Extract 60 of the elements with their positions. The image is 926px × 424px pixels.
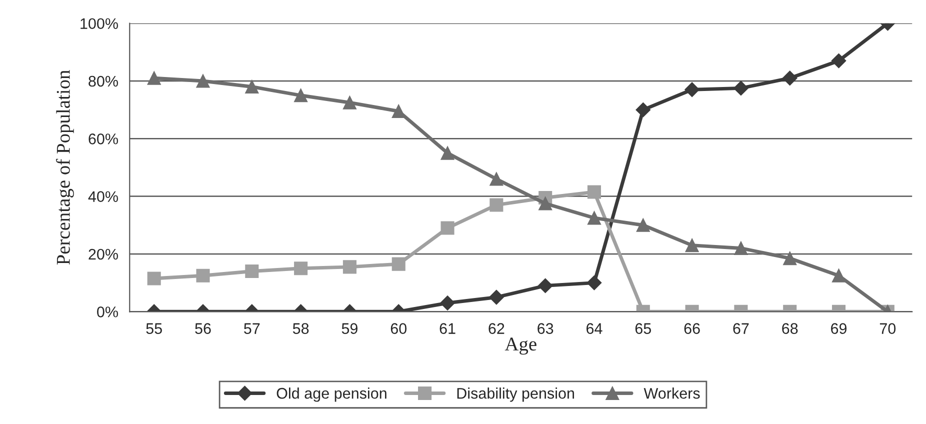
point	[342, 96, 356, 110]
point	[586, 275, 602, 290]
point	[489, 290, 504, 305]
point	[294, 88, 308, 102]
point	[392, 104, 406, 118]
x-tick-label: 67	[733, 323, 749, 334]
point	[245, 80, 259, 94]
point	[440, 221, 454, 235]
point	[832, 268, 846, 282]
x-tick-label: 58	[292, 323, 309, 334]
point	[147, 71, 161, 85]
legend-label: Old age pension	[276, 388, 386, 402]
y-tick-label: 20%	[88, 248, 118, 260]
point	[440, 296, 455, 310]
point	[685, 238, 699, 252]
x-tick-label: 70	[880, 323, 896, 334]
y-tick-label: 80%	[88, 76, 118, 87]
x-tick-label: 64	[586, 323, 602, 334]
point	[440, 146, 454, 160]
x-tick-label: 62	[488, 323, 504, 334]
point	[684, 82, 700, 98]
point	[490, 198, 504, 212]
point	[636, 218, 650, 232]
point	[490, 172, 504, 186]
point	[783, 252, 797, 266]
y-tick-label: 60%	[88, 134, 118, 144]
y-tick-label: 40%	[88, 191, 118, 202]
legend-label: Disability pension	[457, 388, 574, 402]
point	[196, 74, 210, 88]
point	[734, 241, 748, 255]
point	[587, 211, 601, 225]
x-tick-label: 59	[342, 323, 358, 334]
point	[782, 70, 798, 86]
point	[587, 185, 601, 199]
point	[196, 268, 210, 282]
y-tick-label: 0%	[97, 306, 118, 318]
x-tick-label: 69	[831, 323, 847, 334]
y-tick-label: 100%	[80, 18, 118, 30]
point	[294, 262, 308, 276]
point	[147, 272, 161, 286]
point	[538, 278, 553, 294]
point	[831, 53, 846, 68]
y-axis-title: Percentage of Population	[56, 70, 74, 265]
x-tick-label: 65	[635, 323, 651, 334]
x-tick-label: 60	[390, 323, 407, 334]
x-tick-label: 61	[440, 323, 456, 334]
point	[245, 264, 259, 278]
x-tick-label: 66	[684, 323, 700, 334]
point	[342, 260, 356, 274]
x-tick-label: 56	[195, 323, 211, 334]
x-axis-title: Age	[504, 338, 536, 355]
point	[538, 196, 552, 210]
legend-label: Workers	[644, 388, 700, 399]
point	[636, 102, 651, 118]
x-tick-label: 63	[538, 323, 554, 334]
x-tick-label: 55	[146, 323, 162, 334]
point	[734, 80, 748, 96]
point	[392, 257, 406, 271]
x-tick-label: 57	[244, 323, 260, 334]
x-tick-label: 68	[782, 323, 798, 334]
